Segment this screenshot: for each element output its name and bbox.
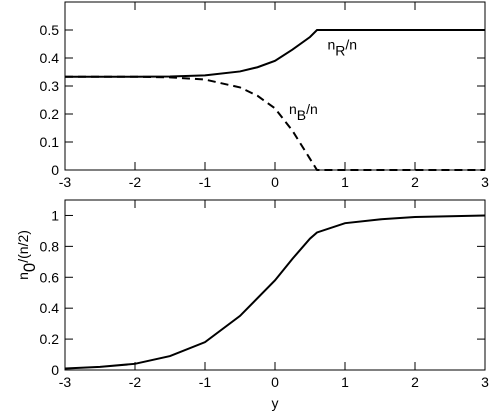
y-tick-label: 0.5 — [40, 22, 60, 38]
y-tick-label: 0.8 — [40, 238, 60, 254]
curve-label-base: n — [328, 37, 336, 53]
y-tick-label: 0.2 — [40, 106, 60, 122]
x-tick-label: -1 — [199, 374, 212, 390]
x-tick-label: -2 — [129, 374, 142, 390]
curve-label-sub: R — [335, 43, 345, 59]
y-axis-label-tail: /(n/2) — [15, 230, 31, 263]
x-tick-label: -2 — [129, 174, 142, 190]
curve-label: nB/n — [289, 101, 318, 123]
curve-label-sub: B — [297, 107, 306, 123]
curve-label-tail: /n — [306, 101, 318, 117]
y-tick-label: 0.2 — [40, 331, 60, 347]
x-tick-label: 3 — [481, 374, 489, 390]
y-tick-label: 0.3 — [40, 78, 60, 94]
y-tick-label: 0.6 — [40, 269, 60, 285]
y-axis-label: n0/(n/2) — [15, 230, 39, 280]
y-axis-label-base: n — [15, 272, 31, 280]
y-tick-label: 0 — [51, 362, 59, 378]
curve-label-base: n — [289, 101, 297, 117]
line-series — [64, 214, 486, 370]
x-tick-label: 3 — [481, 174, 489, 190]
y-tick-label: 0 — [51, 162, 59, 178]
y-tick-label: 1 — [51, 207, 59, 223]
line-series — [65, 29, 485, 78]
x-tick-label: -3 — [59, 374, 72, 390]
plot-frame — [64, 1, 486, 171]
line-series — [65, 75, 485, 171]
y-tick-label: 0.1 — [40, 134, 60, 150]
x-tick-label: 0 — [271, 174, 279, 190]
x-tick-label: 1 — [341, 174, 349, 190]
plot-frame — [64, 199, 486, 371]
y-axis-label-sub: 0 — [20, 263, 39, 272]
x-tick-label: 1 — [341, 374, 349, 390]
x-tick-label: 0 — [271, 374, 279, 390]
x-tick-label: -1 — [199, 174, 212, 190]
curve-label-tail: /n — [345, 37, 357, 53]
x-axis-label: y — [272, 395, 279, 411]
x-tick-label: 2 — [411, 174, 419, 190]
y-tick-label: 0.4 — [40, 50, 60, 66]
curve-label: nR/n — [328, 37, 358, 59]
x-tick-label: 2 — [411, 374, 419, 390]
x-tick-label: -3 — [59, 174, 72, 190]
y-tick-label: 0.4 — [40, 300, 60, 316]
